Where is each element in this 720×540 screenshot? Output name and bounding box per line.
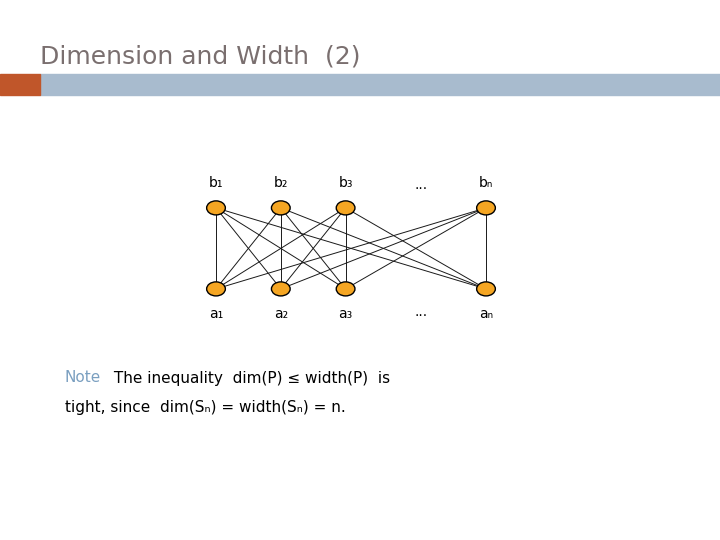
Circle shape	[271, 282, 290, 296]
Text: ...: ...	[415, 178, 428, 192]
Text: a₂: a₂	[274, 307, 288, 321]
Text: bₙ: bₙ	[479, 176, 493, 190]
Circle shape	[477, 201, 495, 215]
Text: ...: ...	[415, 305, 428, 319]
Circle shape	[477, 282, 495, 296]
Bar	[0, 74, 40, 94]
Text: a₃: a₃	[338, 307, 353, 321]
Bar	[40, 74, 720, 94]
Text: Dimension and Width  (2): Dimension and Width (2)	[40, 45, 360, 69]
Text: b₃: b₃	[338, 176, 353, 190]
Text: b₂: b₂	[274, 176, 288, 190]
Text: b₁: b₁	[209, 176, 223, 190]
Circle shape	[207, 282, 225, 296]
Text: The inequality  dim(P) ≤ width(P)  is: The inequality dim(P) ≤ width(P) is	[109, 370, 390, 386]
Text: tight, since  dim(Sₙ) = width(Sₙ) = n.: tight, since dim(Sₙ) = width(Sₙ) = n.	[65, 400, 346, 415]
Circle shape	[336, 282, 355, 296]
Text: a₁: a₁	[209, 307, 223, 321]
Circle shape	[207, 201, 225, 215]
Circle shape	[271, 201, 290, 215]
Text: aₙ: aₙ	[479, 307, 493, 321]
Circle shape	[336, 201, 355, 215]
Text: Note: Note	[65, 370, 101, 386]
